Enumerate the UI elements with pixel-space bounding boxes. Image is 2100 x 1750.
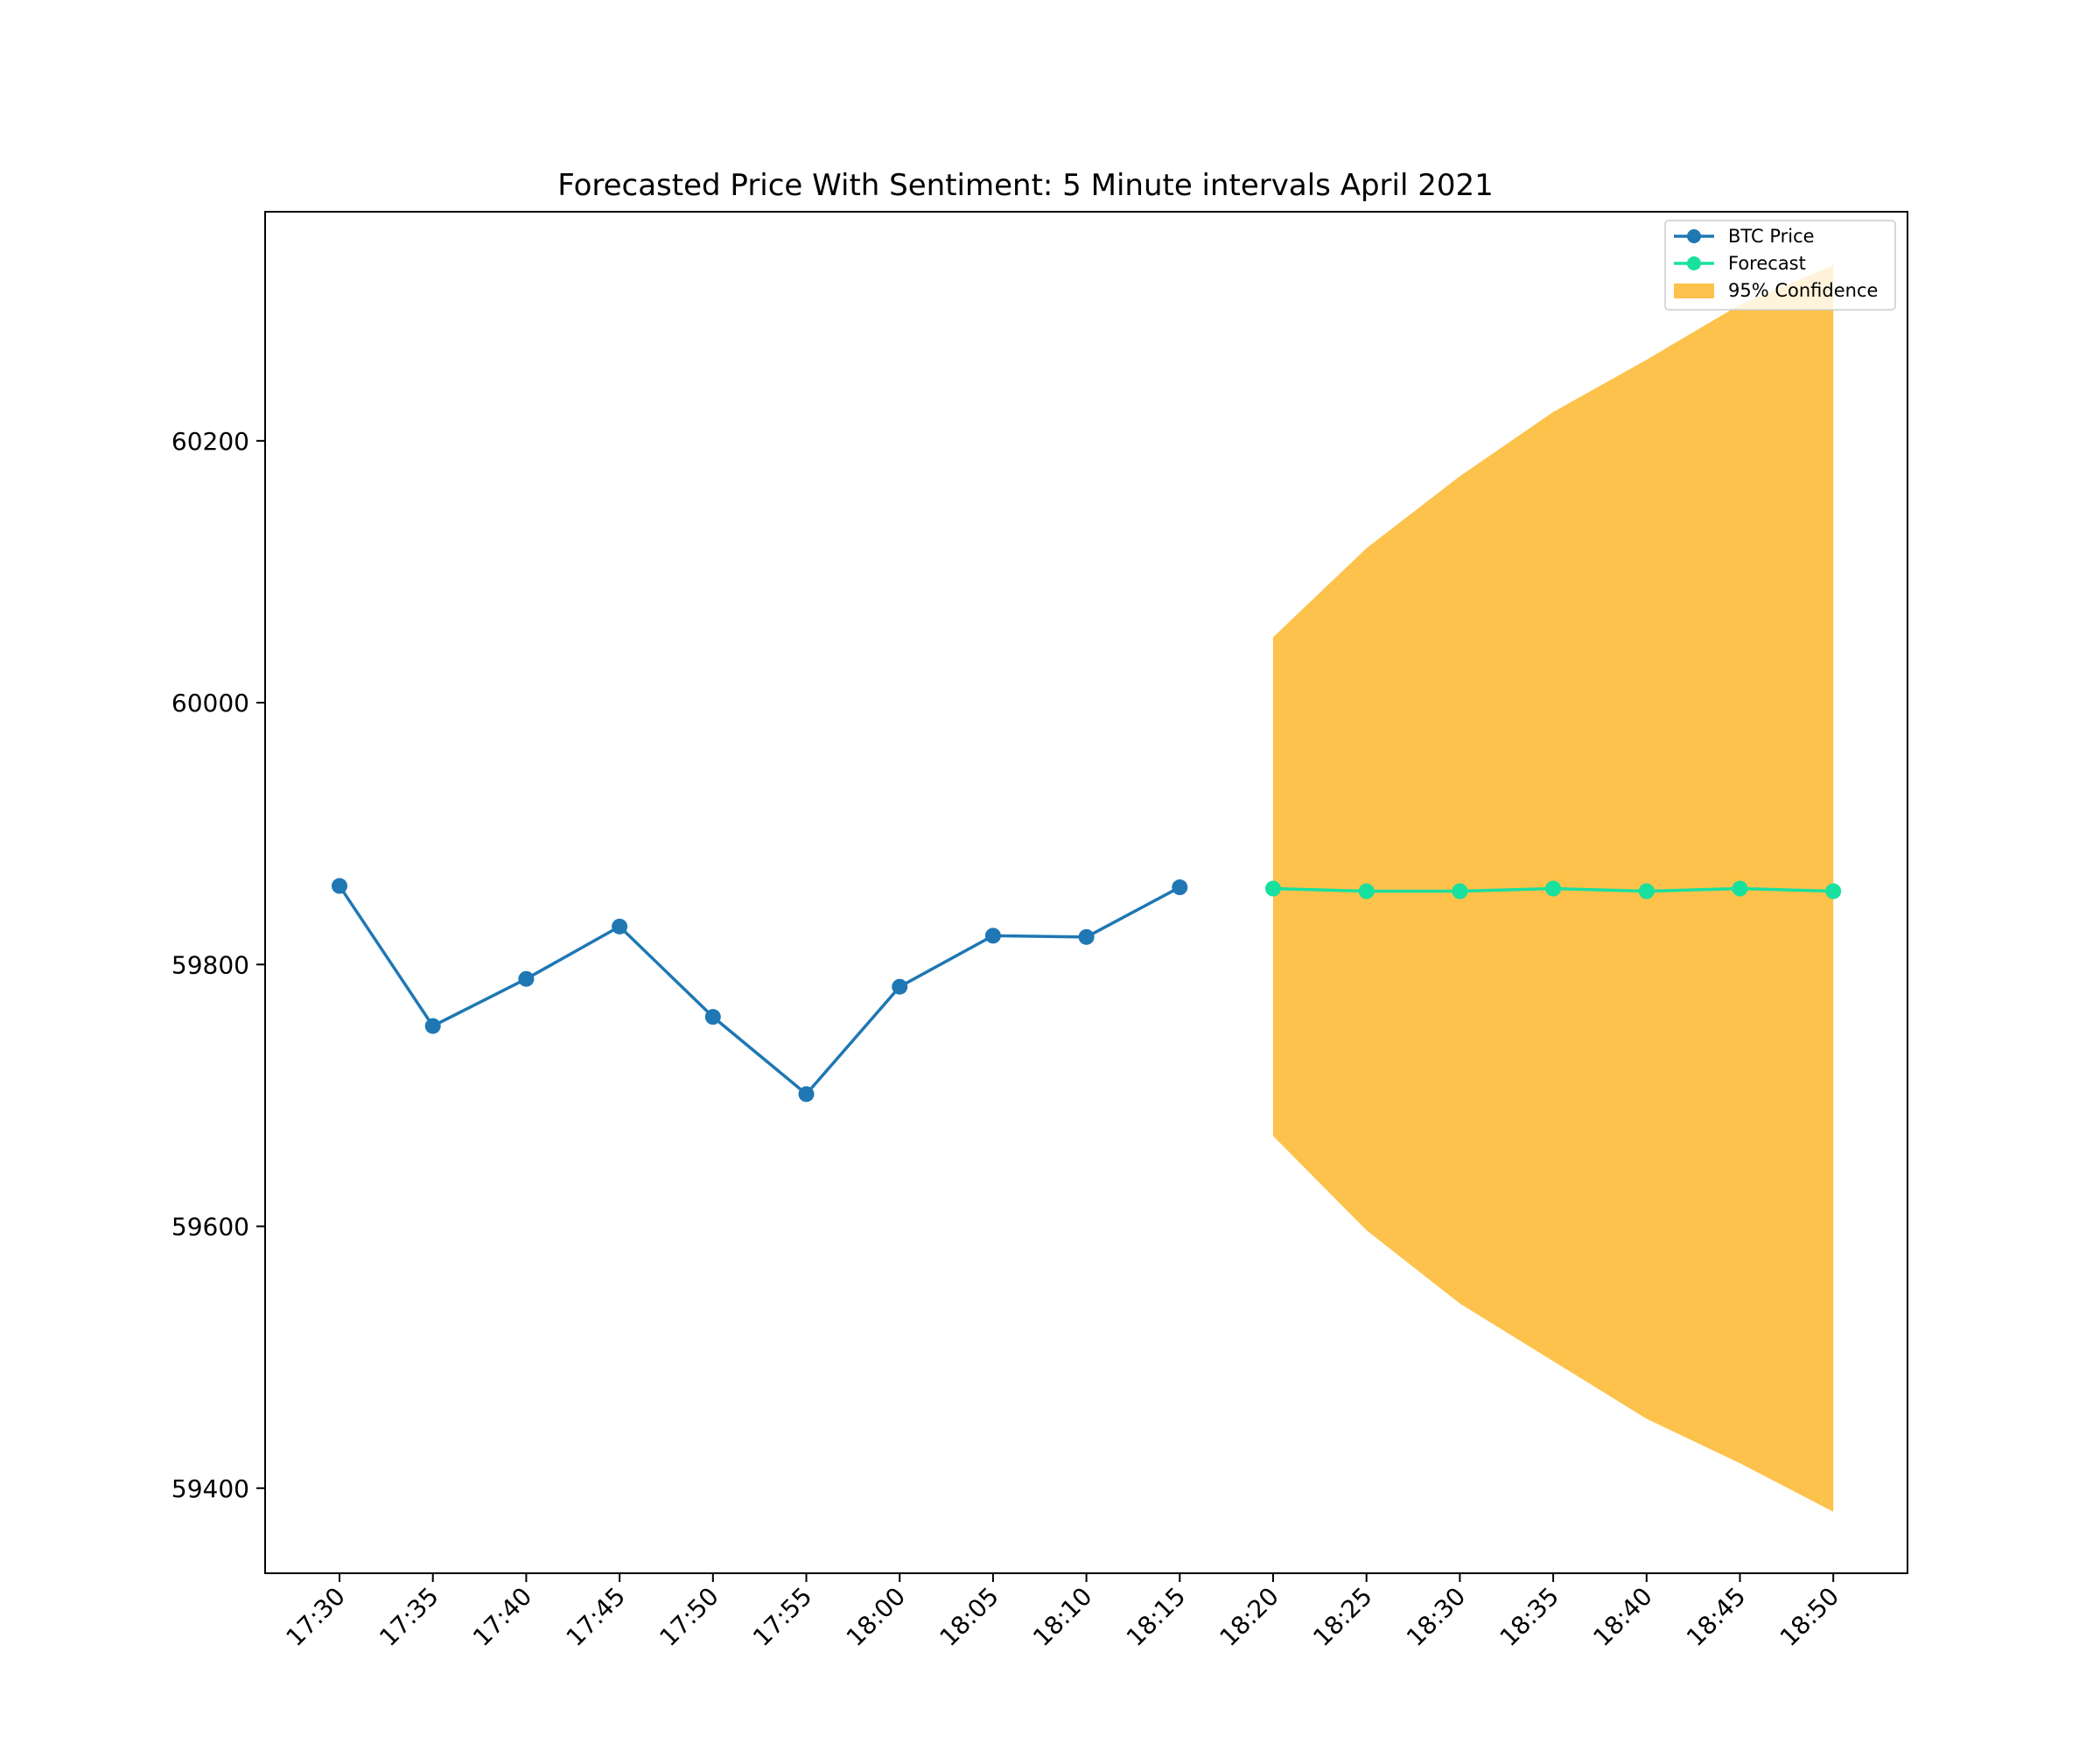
chart-title: Forecasted Price With Sentiment: 5 Minut… xyxy=(557,168,1494,203)
data-point xyxy=(704,1009,721,1026)
legend-label: Forecast xyxy=(1728,253,1806,274)
y-tick-label: 59800 xyxy=(172,950,249,979)
series-2 xyxy=(1265,880,1842,900)
data-point xyxy=(1452,883,1468,900)
data-point xyxy=(984,928,1001,944)
legend-item: 95% Confidence xyxy=(1674,280,1878,301)
legend-item: Forecast xyxy=(1674,253,1806,274)
data-point xyxy=(1078,928,1095,945)
data-point xyxy=(424,1018,441,1034)
legend-marker-swatch xyxy=(1687,229,1701,243)
legend-label: 95% Confidence xyxy=(1728,280,1878,301)
y-tick-label: 60000 xyxy=(172,689,249,718)
legend-frame xyxy=(1664,220,1896,311)
data-point xyxy=(798,1086,815,1102)
y-tick-label: 59400 xyxy=(172,1474,249,1503)
y-tick-label: 60200 xyxy=(172,427,249,456)
data-point xyxy=(1638,883,1655,900)
data-point xyxy=(1545,880,1562,897)
series-1 xyxy=(332,878,1188,1102)
series-layer xyxy=(332,878,1842,1102)
y-axis: 59400 59600 59800 60000 60200 xyxy=(172,427,265,1503)
data-point xyxy=(332,878,347,894)
data-point xyxy=(892,978,908,995)
legend-item: BTC Price xyxy=(1674,226,1815,247)
legend-patch-swatch xyxy=(1674,284,1714,298)
data-point xyxy=(1172,879,1188,896)
series-line xyxy=(338,885,1181,1096)
data-point xyxy=(1265,880,1281,897)
data-point xyxy=(1358,883,1375,900)
legend: BTC Price Forecast 95% Confidence xyxy=(1664,220,1896,311)
data-point xyxy=(1732,880,1748,897)
y-tick-label: 59600 xyxy=(172,1213,249,1242)
data-point xyxy=(612,918,628,934)
legend-marker-swatch xyxy=(1687,256,1701,270)
data-point xyxy=(518,970,535,987)
legend-label: BTC Price xyxy=(1728,226,1815,247)
data-point xyxy=(1825,883,1842,900)
